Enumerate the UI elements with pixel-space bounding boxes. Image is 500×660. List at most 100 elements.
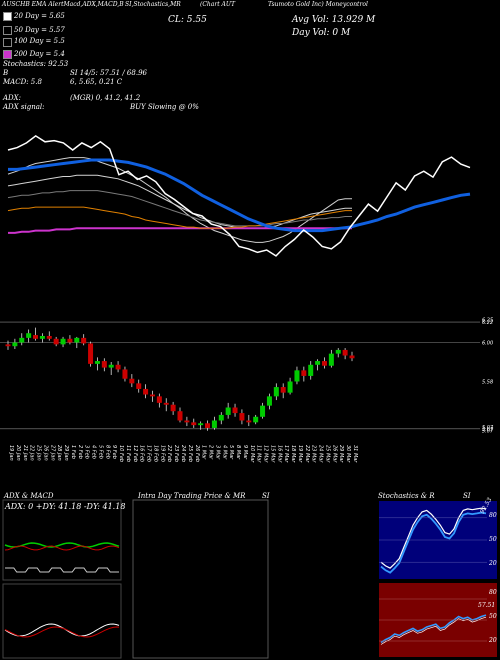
- date-label: 25 Jan: [36, 445, 42, 461]
- ema20-legend-box: [3, 12, 12, 21]
- ema50-legend: 50 Day = 5.57: [14, 26, 65, 34]
- candle-42: [294, 366, 300, 385]
- price-axis-label: 6.00: [482, 341, 493, 347]
- stoch-panel-si: SI: [463, 492, 471, 500]
- candle-9: [67, 335, 73, 345]
- candle-6: [46, 331, 52, 341]
- candle-body: [294, 370, 300, 382]
- candle-38: [266, 393, 272, 410]
- price-axis-label: 6.22: [482, 320, 493, 326]
- candle-body: [136, 383, 142, 389]
- date-label: 2 Mar: [208, 445, 214, 460]
- header-line-right1: (Chart AUT: [200, 1, 235, 8]
- date-label: 23 Feb: [173, 445, 179, 462]
- date-label: 26 Feb: [194, 445, 200, 462]
- candle-body: [266, 396, 272, 406]
- candle-body: [94, 361, 100, 364]
- candle-43: [301, 366, 307, 382]
- intraday-panel-title: Intra Day Trading Price & MR: [138, 492, 246, 500]
- candle-body: [349, 355, 355, 359]
- candle-body: [321, 361, 327, 366]
- macd-signal-line: [4, 626, 120, 638]
- candle-4: [33, 327, 39, 341]
- date-label: 10 Feb: [118, 445, 124, 462]
- b-label: B: [3, 69, 9, 77]
- date-label: 5 Feb: [97, 445, 103, 459]
- candle-47: [328, 349, 334, 368]
- adx-readout: (MGR) 0, 41.2, 41.2: [70, 94, 141, 102]
- candle-44: [308, 361, 314, 380]
- ema100-legend-box: [3, 38, 12, 47]
- candle-body: [156, 396, 162, 403]
- candle-10: [74, 336, 80, 349]
- date-label: 1 Feb: [70, 445, 76, 459]
- candle-body: [46, 336, 52, 339]
- date-label: 16 Feb: [139, 445, 145, 462]
- candle-50: [349, 351, 355, 362]
- date-label: 8 Feb: [104, 445, 110, 459]
- candle-body: [149, 394, 155, 397]
- candle-body: [280, 387, 286, 393]
- candle-body: [287, 381, 293, 393]
- date-label: 28 Jan: [56, 445, 62, 461]
- si-tick-50: 50: [489, 613, 497, 620]
- price-axis-label: 6.25: [482, 317, 493, 323]
- stoch-d-line: [380, 511, 487, 574]
- candle-body: [108, 364, 114, 368]
- si-line: [380, 614, 487, 644]
- date-label: 25 Feb: [187, 445, 193, 462]
- candle-23: [163, 398, 169, 412]
- candle-19: [136, 379, 142, 393]
- candle-body: [19, 337, 25, 343]
- candle-11: [81, 334, 87, 346]
- stoch-tick-20: 20: [489, 560, 497, 567]
- date-label: 11 Mar: [256, 445, 262, 463]
- date-label: 22 Jan: [29, 445, 35, 461]
- date-label: 8 Mar: [235, 445, 241, 460]
- header-line-right2: Tsumoto Gold Inc) Moneycontrol: [268, 1, 368, 8]
- candle-8: [60, 336, 66, 348]
- date-label: 21 Jan: [22, 445, 28, 461]
- adx-plus-line: [4, 542, 120, 548]
- date-label: 9 Mar: [242, 445, 248, 460]
- date-label: 9 Feb: [111, 445, 117, 459]
- candle-body: [232, 407, 238, 414]
- date-label: 26 Jan: [42, 445, 48, 461]
- stochastics-readout: Stochastics: 92.53: [3, 60, 69, 68]
- candle-14: [101, 358, 107, 372]
- candle-body: [315, 361, 321, 365]
- candle-45: [315, 359, 321, 371]
- candle-body: [163, 402, 169, 405]
- date-label: 17 Feb: [146, 445, 152, 462]
- candle-31: [218, 412, 224, 425]
- ema100-legend: 100 Day = 5.5: [14, 37, 65, 45]
- avg-volume: Avg Vol: 13.929 M: [292, 15, 376, 25]
- intraday-panel: [132, 499, 269, 659]
- date-label: 29 Jan: [63, 445, 69, 461]
- candle-7: [53, 336, 59, 347]
- date-label: 4 Mar: [221, 445, 227, 460]
- close-label: CL: 5.55: [168, 15, 207, 25]
- candle-body: [191, 422, 197, 426]
- candle-33: [232, 403, 238, 417]
- date-label: 12 Feb: [132, 445, 138, 462]
- si-readout: SI 14/5: 57.51 / 68.96: [70, 69, 147, 77]
- candle-body: [177, 411, 183, 421]
- ema50-legend-box: [3, 26, 12, 35]
- close-line: [7, 134, 471, 257]
- ema200-legend-box: [3, 50, 12, 59]
- date-label: 31 Mar: [352, 445, 358, 463]
- candle-body: [129, 378, 135, 384]
- candle-body: [239, 413, 245, 421]
- ema20-legend: 20 Day = 5.65: [14, 12, 65, 20]
- date-label: 24 Mar: [318, 445, 324, 463]
- candle-21: [149, 390, 155, 402]
- price-axis-label: 5.07: [482, 425, 494, 431]
- candle-20: [143, 384, 149, 399]
- date-label: 22 Mar: [304, 445, 310, 463]
- date-label: 22 Feb: [166, 445, 172, 462]
- candle-16: [115, 361, 121, 373]
- stoch-tick-50: 50: [489, 536, 497, 543]
- date-label: 3 Mar: [214, 445, 220, 460]
- candle-body: [74, 337, 80, 343]
